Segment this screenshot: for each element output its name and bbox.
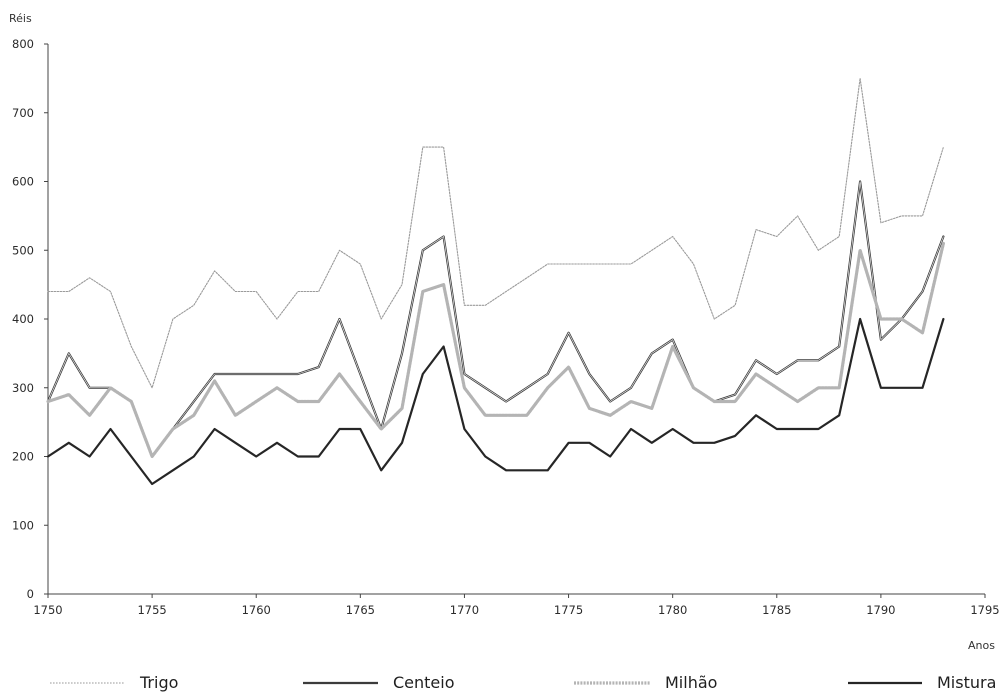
x-axis-unit-label: Anos xyxy=(968,639,995,652)
x-tick-label: 1770 xyxy=(450,603,479,617)
x-tick-label: 1765 xyxy=(346,603,375,617)
legend-label-trigo: Trigo xyxy=(139,673,178,692)
y-tick-label: 700 xyxy=(12,106,34,120)
series-line-centeio-inner xyxy=(47,181,944,457)
legend-label-centeio: Centeio xyxy=(393,673,455,692)
legend-label-mistura: Mistura xyxy=(937,673,996,692)
y-tick-label: 100 xyxy=(12,518,34,532)
series-lines xyxy=(46,77,946,486)
legend: Trigo Centeio Milhão Mistura xyxy=(50,673,996,692)
x-tick-label: 1785 xyxy=(762,603,791,617)
y-tick-label: 600 xyxy=(12,175,34,189)
x-axis-ticks: 1750 1755 1760 1765 1770 1775 1780 1785 1790 1795 xyxy=(33,594,1000,617)
series-line-trigo xyxy=(47,77,944,389)
x-tick-label: 1755 xyxy=(137,603,166,617)
y-tick-label: 200 xyxy=(12,450,34,464)
x-tick-label: 1750 xyxy=(33,603,62,617)
y-tick-label: 400 xyxy=(12,312,34,326)
y-tick-label: 800 xyxy=(12,37,34,51)
y-tick-label: 500 xyxy=(12,243,34,257)
x-tick-label: 1780 xyxy=(658,603,687,617)
x-tick-label: 1760 xyxy=(242,603,271,617)
y-axis-ticks: 0 100 200 300 400 500 600 700 800 xyxy=(12,37,48,601)
y-axis-unit-label: Réis xyxy=(9,12,32,25)
legend-label-milhao: Milhão xyxy=(665,673,717,692)
y-tick-label: 300 xyxy=(12,381,34,395)
x-tick-label: 1790 xyxy=(866,603,895,617)
series-line-milhao xyxy=(46,241,946,459)
y-tick-label: 0 xyxy=(27,587,34,601)
series-line-mistura xyxy=(46,317,945,486)
x-tick-label: 1775 xyxy=(554,603,583,617)
x-tick-label: 1795 xyxy=(970,603,999,617)
